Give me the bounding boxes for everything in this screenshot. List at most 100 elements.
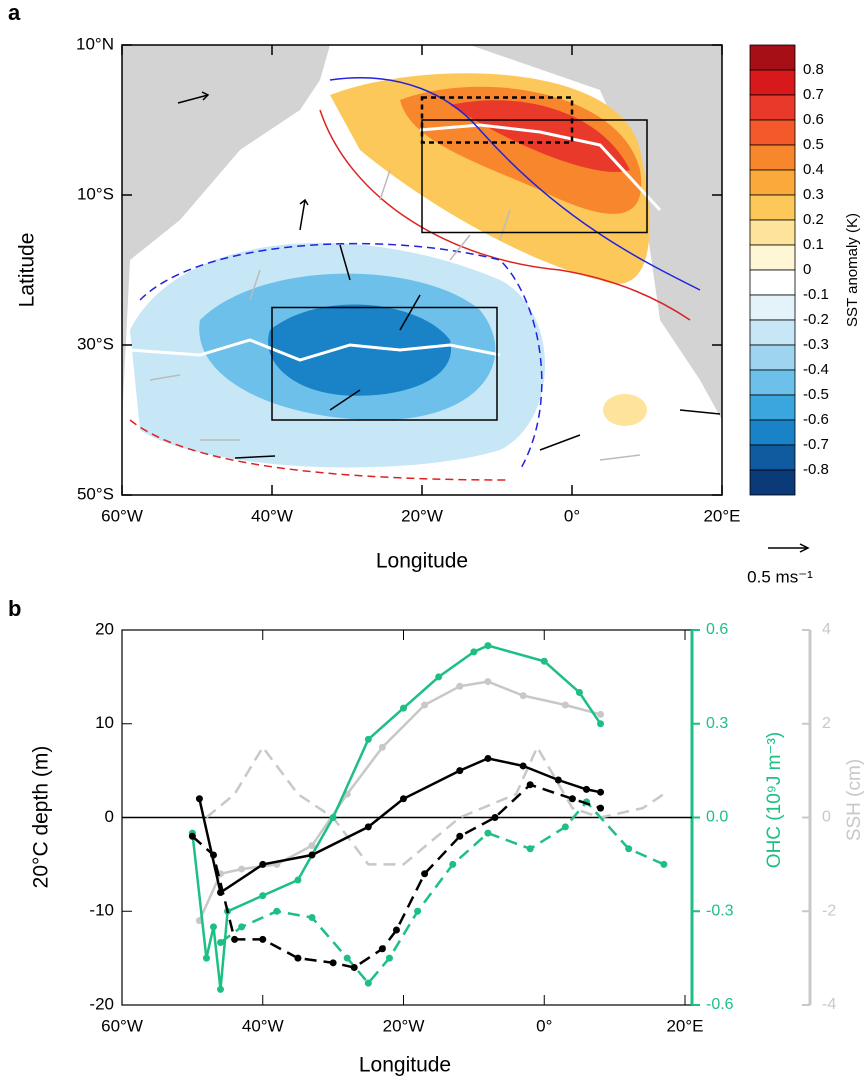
x-tick-label: 0° — [564, 506, 580, 525]
white-contour — [419, 123, 662, 212]
series-marker — [456, 767, 464, 775]
y2-tick-label: 0.0 — [706, 809, 728, 826]
series-marker — [625, 845, 633, 853]
colorbar-tick-label: 0.2 — [803, 211, 824, 228]
y3-tick-label: -2 — [822, 902, 836, 919]
series-marker — [597, 720, 605, 728]
y2-tick-label: -0.6 — [706, 996, 734, 1013]
y2-tick-label: 0.3 — [706, 715, 728, 732]
wind-vectors — [149, 169, 641, 461]
series-line — [198, 757, 601, 895]
map-layer — [121, 44, 723, 496]
y3-axis-label: SSH (cm) — [844, 759, 865, 841]
series-marker — [195, 795, 203, 803]
series-marker — [329, 959, 337, 967]
series-marker — [484, 642, 492, 650]
series-marker — [378, 945, 386, 953]
series-marker — [350, 964, 358, 971]
colorbar-tick-label: 0.6 — [803, 111, 824, 128]
y3-tick-label: 0 — [822, 809, 831, 826]
colorbar-swatch — [749, 444, 796, 471]
x-axis-label: Longitude — [376, 550, 468, 573]
reference-vector — [799, 543, 810, 553]
series-marker — [209, 851, 217, 859]
colorbar-tick-label: 0 — [803, 261, 811, 278]
region-box — [271, 306, 498, 421]
colorbar-swatch — [749, 469, 796, 496]
series-marker — [364, 823, 372, 831]
y-tick-label: 30°S — [77, 334, 114, 353]
series-marker — [343, 954, 351, 962]
contour-line — [139, 242, 543, 471]
series-marker — [294, 954, 302, 962]
colorbar-swatch — [749, 419, 796, 446]
series-marker — [364, 735, 372, 743]
y-axis-label: 20°C depth (m) — [30, 746, 53, 889]
series-line — [191, 644, 602, 990]
colorbar-swatch — [749, 69, 796, 96]
x-tick-label: 20°W — [401, 506, 443, 525]
series-marker — [259, 935, 267, 943]
series-marker — [568, 795, 576, 803]
series-marker — [561, 701, 569, 709]
x-axis-label: Longitude — [359, 1054, 451, 1077]
panel-label: a — [8, 0, 21, 25]
series-marker — [660, 860, 668, 868]
series-marker — [259, 860, 267, 868]
y-tick-label: -20 — [89, 994, 114, 1013]
y3-tick-label: -4 — [822, 996, 836, 1013]
series-marker — [238, 865, 246, 873]
colorbar-tick-label: 0.5 — [803, 136, 824, 153]
x-tick-label: 40°W — [251, 506, 293, 525]
series-marker — [209, 923, 217, 931]
colorbar-label: SST anomaly (K) — [844, 213, 861, 327]
colorbar-tick-label: -0.1 — [803, 286, 829, 303]
series-marker — [554, 776, 562, 784]
series-line — [219, 799, 665, 986]
wind-vectors — [177, 91, 721, 459]
colorbar-swatch — [749, 94, 796, 121]
land — [122, 45, 330, 420]
series-marker — [238, 923, 246, 931]
series-marker — [597, 804, 605, 812]
colorbar-swatch — [749, 269, 796, 296]
series-marker — [421, 701, 429, 709]
series-marker — [385, 954, 393, 962]
x-tick-label: 60°W — [101, 1016, 143, 1035]
y3-tick-label: 2 — [822, 715, 831, 732]
x-tick-label: 20°W — [383, 1016, 425, 1035]
x-tick-label: 20°E — [703, 506, 740, 525]
series-marker — [414, 907, 422, 915]
series-marker — [491, 814, 499, 821]
series-line — [191, 783, 601, 969]
colorbar-tick-label: -0.6 — [803, 411, 829, 428]
series-marker — [378, 743, 386, 751]
series-marker — [575, 689, 583, 696]
colorbar-swatch — [749, 319, 796, 346]
white-contour — [129, 338, 501, 362]
series-marker — [456, 682, 464, 690]
colorbar-tick-label: -0.3 — [803, 336, 829, 353]
colorbar-tick-label: -0.4 — [803, 361, 829, 378]
colorbar-swatch — [749, 119, 796, 146]
series-marker — [484, 678, 492, 686]
colorbar-swatch — [749, 169, 796, 196]
y2-tick-label: 0.6 — [706, 621, 728, 638]
series-marker — [329, 814, 337, 821]
x-tick-label: 40°W — [242, 1016, 284, 1035]
y-axis-label: Latitude — [16, 233, 39, 308]
contour-line — [319, 109, 691, 321]
series-marker — [519, 692, 527, 700]
colorbar-tick-label: 0.7 — [803, 86, 824, 103]
colorbar-swatch — [749, 394, 796, 421]
warm-anomaly — [400, 86, 642, 214]
series-marker — [231, 935, 239, 943]
series-marker — [308, 842, 316, 850]
colorbar-swatch — [749, 44, 796, 71]
series-marker — [400, 704, 407, 712]
colorbar-swatch — [749, 194, 796, 221]
colorbar-swatch — [749, 244, 796, 271]
colorbar-tick-label: 0.4 — [803, 161, 824, 178]
reference-vector-label: 0.5 ms⁻¹ — [747, 567, 813, 586]
